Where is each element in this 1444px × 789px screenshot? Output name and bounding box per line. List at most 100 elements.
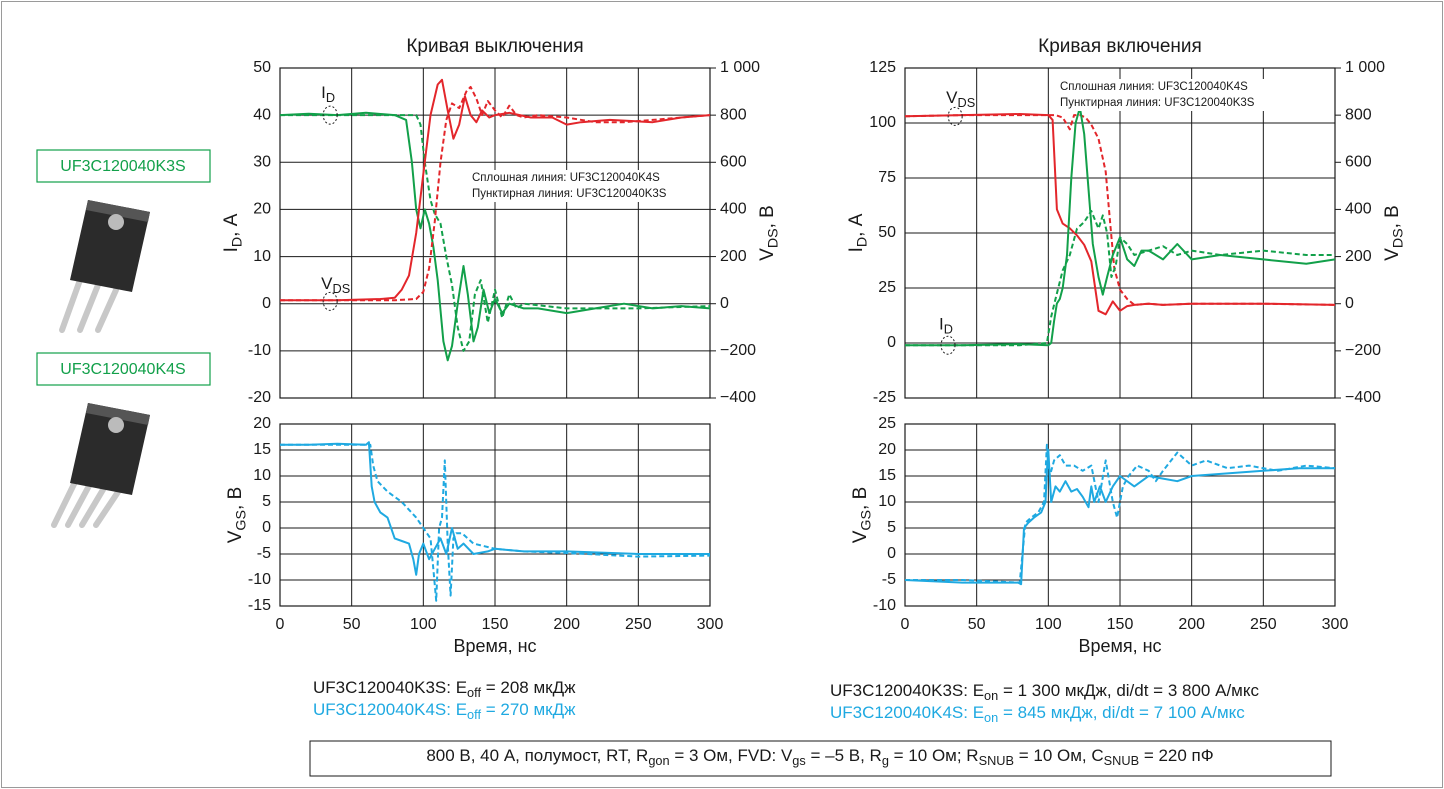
- y2-tick-label: 0: [720, 295, 729, 312]
- x-axis-label: Время, нс: [453, 636, 536, 656]
- package-k3s: [59, 200, 150, 333]
- series-line: [279, 111, 711, 362]
- text-part: , В: [850, 487, 871, 510]
- y-tick-label: 10: [253, 467, 271, 484]
- subscript: GS: [233, 510, 249, 531]
- subscript: off: [467, 707, 481, 722]
- x-tick-label: 0: [901, 616, 910, 633]
- series-line: [905, 443, 1336, 584]
- y-tick-label: 10: [878, 493, 896, 510]
- x-tick-label: 150: [482, 616, 509, 633]
- part-label: UF3C120040K3S: [60, 158, 185, 175]
- y-tick-label: 100: [869, 114, 896, 131]
- y-tick-label: 5: [262, 493, 271, 510]
- subscript: D: [229, 237, 245, 247]
- plot-frame: [279, 67, 711, 399]
- legend-bg: [470, 170, 702, 186]
- y2-tick-label: 400: [1345, 201, 1372, 218]
- note: UF3C120040K4S: Eon = 845 мкДж, di/dt = 7…: [830, 703, 1245, 725]
- note: UF3C120040K4S: Eoff = 270 мкДж: [313, 700, 576, 722]
- series-line: [904, 114, 1336, 306]
- y2-tick-label: 600: [720, 154, 747, 171]
- annotation-label: VDS: [321, 274, 350, 296]
- annotation-label: ID: [321, 83, 335, 105]
- text-part: , В: [1382, 205, 1403, 228]
- y2-tick-label: 1 000: [720, 59, 760, 76]
- y-axis-label: VGS, В: [850, 487, 874, 544]
- y2-tick-label: −400: [1345, 389, 1381, 406]
- subscript: DS: [958, 95, 976, 110]
- annotation-circle: [947, 106, 963, 126]
- y-tick-label: -10: [248, 571, 271, 588]
- y2-tick-label: 400: [720, 201, 747, 218]
- y-tick-label: -10: [248, 342, 271, 359]
- y-axis-label: ID, А: [221, 213, 245, 252]
- y-tick-label: 0: [262, 519, 271, 536]
- plot-frame: [904, 423, 1336, 607]
- x-tick-label: 100: [1035, 616, 1062, 633]
- subscript: GS: [858, 510, 874, 531]
- x-tick-label: 50: [968, 616, 986, 633]
- note: UF3C120040K3S: Eon = 1 300 мкДж, di/dt =…: [830, 681, 1259, 703]
- y-tick-label: -10: [873, 597, 896, 614]
- y-tick-label: 25: [878, 279, 896, 296]
- y2-tick-label: −200: [1345, 342, 1381, 359]
- y-tick-label: 50: [878, 224, 896, 241]
- y2-tick-label: 800: [1345, 106, 1372, 123]
- y-axis-label: VGS, В: [225, 487, 249, 544]
- x-tick-label: 200: [1178, 616, 1205, 633]
- annotation-circle: [322, 105, 338, 125]
- part-box: [36, 352, 211, 386]
- y-tick-label: 30: [253, 154, 271, 171]
- x-tick-label: 150: [1107, 616, 1134, 633]
- legend-bg: [470, 186, 702, 202]
- series-line: [280, 441, 710, 576]
- text-part: UF3C120040K3S: E: [313, 678, 467, 697]
- legend-bg: [1058, 79, 1290, 95]
- text-part: I: [846, 247, 867, 252]
- x-tick-label: 300: [697, 616, 724, 633]
- x-tick-label: 250: [625, 616, 652, 633]
- x-tick-label: 50: [343, 616, 361, 633]
- text-part: V: [946, 88, 958, 107]
- y2-axis-label: VDS, В: [757, 205, 781, 261]
- chart-title: Кривая выключения: [406, 36, 583, 57]
- y-tick-label: 0: [262, 295, 271, 312]
- y-axis-label: ID, А: [846, 213, 870, 252]
- y-tick-label: -25: [873, 389, 896, 406]
- subscript: g: [882, 753, 889, 768]
- subscript: gs: [792, 753, 805, 768]
- y2-tick-label: 1 000: [1345, 59, 1385, 76]
- part-box: [36, 149, 211, 183]
- series-line: [905, 210, 1335, 347]
- y-tick-label: 50: [253, 59, 271, 76]
- y-tick-label: 10: [253, 248, 271, 265]
- text-part: 800 В, 40 А, полумост, RT, R: [426, 746, 648, 765]
- text-part: I: [221, 247, 242, 252]
- text-part: I: [939, 315, 944, 334]
- subscript: on: [984, 710, 998, 725]
- subscript: D: [854, 237, 870, 247]
- subscript: D: [326, 90, 335, 105]
- y-tick-label: -5: [882, 571, 896, 588]
- y-tick-label: 20: [253, 415, 271, 432]
- x-tick-label: 250: [1250, 616, 1277, 633]
- y2-tick-label: 600: [1345, 154, 1372, 171]
- legend-text: Сплошная линия: UF3C120040K4S: [472, 172, 660, 184]
- series-line: [280, 443, 711, 602]
- conditions-box: [309, 740, 1332, 777]
- subscript: DS: [1390, 228, 1406, 248]
- x-tick-label: 0: [276, 616, 285, 633]
- legend-text: Пунктирная линия: UF3C120040K3S: [1060, 97, 1255, 109]
- y2-tick-label: 800: [720, 106, 747, 123]
- plot-frame: [279, 423, 711, 607]
- y-tick-label: 40: [253, 106, 271, 123]
- legend-bg: [1058, 95, 1290, 111]
- text-part: V: [321, 274, 333, 293]
- text-part: = 845 мкДж, di/dt = 7 100 А/мкс: [998, 703, 1245, 722]
- text-part: = 270 мкДж: [481, 700, 576, 719]
- note: UF3C120040K3S: Eoff = 208 мкДж: [313, 678, 576, 700]
- text-part: UF3C120040K4S: E: [830, 703, 984, 722]
